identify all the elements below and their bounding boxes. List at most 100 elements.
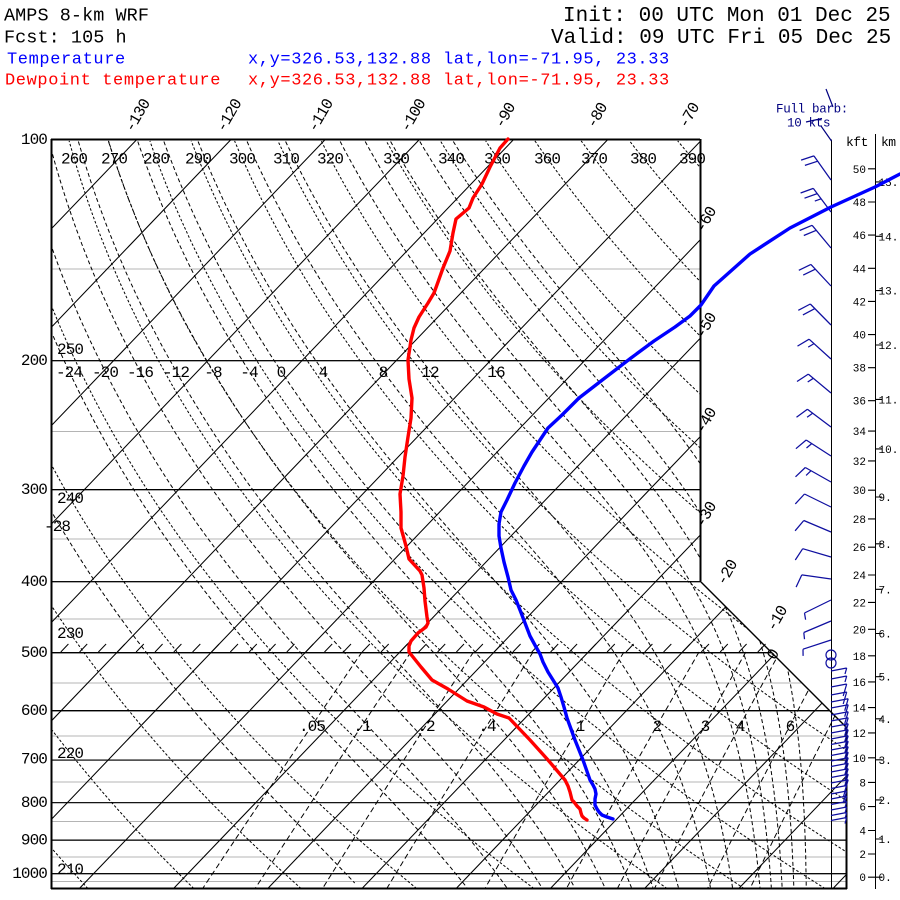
svg-text:6: 6 [786,718,795,736]
svg-text:32: 32 [853,457,866,469]
svg-text:14: 14 [853,704,867,716]
svg-text:18: 18 [853,652,866,664]
svg-text:Init: 00 UTC Mon 01 Dec 25: Init: 00 UTC Mon 01 Dec 25 [563,5,891,28]
svg-text:-24: -24 [56,364,82,382]
svg-text:6.: 6. [879,630,892,642]
svg-text:330: 330 [383,151,409,169]
svg-text:12: 12 [421,364,439,382]
svg-text:44: 44 [853,264,867,276]
svg-text:.1: .1 [353,718,371,736]
svg-text:34: 34 [853,427,867,439]
svg-text:380: 380 [630,151,656,169]
svg-text:210: 210 [57,861,83,879]
svg-text:280: 280 [143,151,169,169]
svg-text:.05: .05 [299,718,325,736]
svg-text:1: 1 [576,718,585,736]
svg-text:100: 100 [21,131,47,149]
svg-text:12: 12 [853,729,866,741]
svg-text:10.: 10. [879,445,899,457]
svg-text:-16: -16 [127,364,153,382]
svg-text:7.: 7. [879,585,892,597]
svg-text:240: 240 [57,490,83,508]
svg-text:x,y=326.53,132.88: x,y=326.53,132.88 [248,72,432,91]
svg-text:10 kts: 10 kts [787,117,830,131]
svg-text:.4: .4 [478,718,496,736]
svg-text:Temperature: Temperature [7,51,126,70]
svg-text:36: 36 [853,397,866,409]
svg-text:340: 340 [438,151,464,169]
svg-text:Full barb:: Full barb: [776,103,848,117]
svg-text:1.: 1. [879,835,892,847]
svg-text:9.: 9. [879,493,892,505]
svg-text:13.: 13. [879,287,899,299]
svg-text:4: 4 [859,827,866,839]
svg-text:4.: 4. [879,715,892,727]
svg-text:8: 8 [379,364,388,382]
svg-text:300: 300 [229,151,255,169]
svg-text:900: 900 [21,832,47,850]
svg-text:700: 700 [21,751,47,769]
svg-text:370: 370 [581,151,607,169]
svg-text:270: 270 [101,151,127,169]
svg-text:0.: 0. [879,873,892,885]
svg-text:20: 20 [853,625,866,637]
svg-text:-12: -12 [163,364,189,382]
svg-text:46: 46 [853,231,866,243]
svg-text:200: 200 [21,352,47,370]
svg-text:Dewpoint temperature: Dewpoint temperature [5,72,221,91]
svg-text:26: 26 [853,543,866,555]
svg-text:30: 30 [853,486,866,498]
svg-text:-4: -4 [240,364,258,382]
svg-text:310: 310 [273,151,299,169]
svg-text:lat,lon=-71.95, 23.33: lat,lon=-71.95, 23.33 [443,72,670,91]
svg-text:50: 50 [853,165,866,177]
svg-text:2: 2 [859,850,866,862]
svg-text:2: 2 [653,718,662,736]
svg-text:320: 320 [317,151,343,169]
svg-text:500: 500 [21,644,47,662]
svg-text:8: 8 [859,778,866,790]
svg-text:Fcst: 105 h: Fcst: 105 h [4,28,127,49]
svg-text:360: 360 [534,151,560,169]
svg-text:260: 260 [61,151,87,169]
svg-text:-20: -20 [92,364,118,382]
svg-text:3: 3 [701,718,710,736]
svg-text:kft: kft [846,135,868,150]
svg-text:12.: 12. [879,341,899,353]
svg-text:38: 38 [853,364,866,376]
svg-text:x,y=326.53,132.88: x,y=326.53,132.88 [248,51,432,70]
svg-text:250: 250 [57,341,83,359]
svg-text:40: 40 [853,331,866,343]
svg-text:0: 0 [277,364,286,382]
svg-text:390: 390 [679,151,705,169]
svg-text:24: 24 [853,571,867,583]
svg-text:4: 4 [319,364,328,382]
svg-text:5.: 5. [879,673,892,685]
svg-text:230: 230 [57,625,83,643]
svg-text:22: 22 [853,598,866,610]
svg-text:km: km [881,135,896,150]
svg-text:2.: 2. [879,796,892,808]
svg-text:0: 0 [859,873,866,885]
svg-text:400: 400 [21,573,47,591]
svg-text:AMPS 8-km WRF: AMPS 8-km WRF [4,6,149,27]
svg-text:.2: .2 [417,718,435,736]
svg-text:600: 600 [21,702,47,720]
svg-text:-28: -28 [44,518,70,536]
svg-text:Valid: 09 UTC Fri 05 Dec 25: Valid: 09 UTC Fri 05 Dec 25 [551,27,891,50]
svg-text:10: 10 [853,754,866,766]
svg-text:6: 6 [859,803,866,815]
svg-text:48: 48 [853,198,866,210]
svg-text:1000: 1000 [12,865,47,883]
svg-text:28: 28 [853,515,866,527]
svg-text:-8: -8 [204,364,222,382]
svg-text:14.: 14. [879,232,899,244]
svg-text:8.: 8. [879,540,892,552]
svg-text:300: 300 [21,481,47,499]
svg-text:16: 16 [853,678,866,690]
svg-text:220: 220 [57,745,83,763]
svg-text:lat,lon=-71.95, 23.33: lat,lon=-71.95, 23.33 [443,51,670,70]
svg-text:4: 4 [736,718,745,736]
svg-text:11.: 11. [879,395,899,407]
svg-text:42: 42 [853,297,866,309]
